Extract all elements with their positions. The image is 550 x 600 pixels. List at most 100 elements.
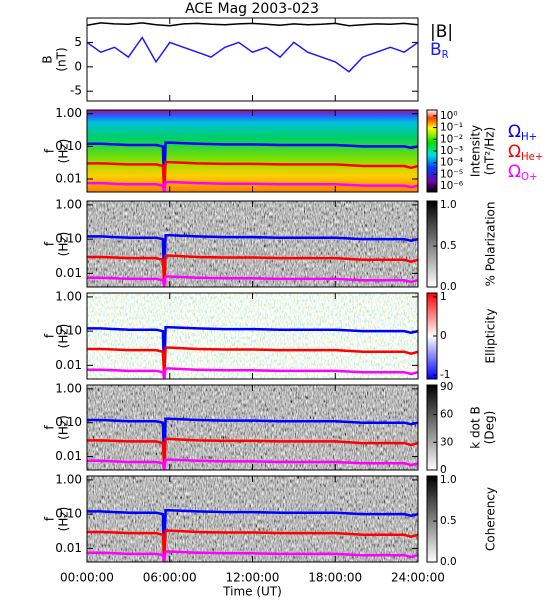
colorbar-tick-label: 0 (440, 330, 447, 342)
data-line (87, 417, 419, 467)
data-line (87, 508, 419, 559)
y-axis-label: (Hz) (57, 232, 71, 257)
colorbar-tick-label: 10⁻⁴ (440, 157, 463, 169)
colorbar-tick-label: 0.5 (440, 515, 457, 527)
y-tick-label: 0.01 (55, 358, 82, 372)
colorbar-label: Coherency (484, 487, 498, 551)
data-line (87, 233, 419, 284)
plot-frame (86, 384, 419, 471)
colorbar (426, 384, 438, 471)
legend-name: Ω (508, 122, 521, 142)
colorbar-tick-label: 10⁰ (440, 110, 458, 122)
plot-frame (86, 475, 419, 563)
colorbar-tick-label: 0 (440, 464, 447, 476)
x-tick-label: 00:00:00 (60, 571, 114, 585)
spectrogram-image (87, 110, 418, 192)
colorbar-tick-label: 0.0 (440, 556, 457, 568)
colorbar-tick-label: 10⁻⁵ (440, 168, 463, 180)
colorbar-tick-label: 1.0 (440, 199, 457, 211)
x-tick-label: 18:00:00 (308, 571, 362, 585)
colorbar-tick-label: 10⁻² (440, 133, 463, 145)
y-tick-label: 0.10 (55, 232, 82, 246)
y-tick-label: 0.10 (55, 415, 82, 429)
legend-subscript: O+ (521, 172, 538, 183)
y-axis-label: f (43, 241, 57, 246)
y-axis-label: f (43, 148, 57, 153)
colorbar-label: k dot B (469, 406, 483, 448)
spectrogram-image (87, 476, 418, 562)
legend-name: |B| (430, 22, 453, 42)
x-tick-label: 12:00:00 (226, 571, 280, 585)
data-line (87, 346, 419, 380)
colorbar-label: Ellipticity (484, 309, 498, 364)
colorbar-tick-label: 30 (440, 436, 453, 448)
colorbar-label: (nT²/Hz) (483, 127, 497, 175)
y-tick-label: 1.00 (55, 197, 82, 211)
y-tick-label: 0.10 (55, 139, 82, 153)
legend-entry: BR (430, 40, 449, 61)
legend-name: B (430, 40, 442, 60)
legend-name: Ω (508, 162, 521, 182)
legend-entry: ΩH+ (508, 122, 537, 143)
legend-subscript: He+ (521, 152, 543, 163)
plot-frame (86, 17, 419, 102)
y-tick-label: 1.00 (55, 381, 82, 395)
y-tick-label: 1.00 (55, 289, 82, 303)
y-axis-label: f (43, 425, 57, 430)
colorbar (426, 200, 438, 288)
spectrogram-image (87, 201, 418, 287)
data-line (87, 367, 419, 380)
colorbar-label: % Polarization (484, 202, 498, 287)
data-line (87, 437, 419, 471)
colorbar-tick-label: 10⁻¹ (440, 122, 463, 134)
colorbar-tick-label: 10⁻⁶ (440, 180, 463, 192)
y-tick-label: 1.00 (55, 106, 82, 120)
colorbar-tick-label: 90 (440, 381, 453, 393)
y-tick-label: 0.01 (55, 172, 82, 186)
spectrogram-image (87, 385, 418, 470)
data-line (87, 458, 419, 471)
y-tick-label: -5 (70, 84, 82, 98)
colorbar-tick-label: 0.0 (440, 281, 457, 293)
legend-entry: |B| (430, 22, 453, 42)
x-tick-label: 24:00:00 (391, 571, 445, 585)
y-tick-label: 1.00 (55, 472, 82, 486)
colorbar-tick-label: 60 (440, 409, 453, 421)
y-tick-label: 5 (74, 35, 82, 49)
colorbar-tick-label: 1.0 (440, 474, 457, 486)
legend-entry: ΩO+ (508, 162, 538, 183)
y-axis-label: (Hz) (57, 507, 71, 532)
data-line (87, 275, 419, 288)
y-axis-label: f (43, 333, 57, 338)
plot-frame (86, 200, 419, 288)
data-line (87, 160, 419, 193)
data-line (87, 325, 419, 376)
y-tick-label: 0.01 (55, 266, 82, 280)
colorbar-tick-label: 0.5 (440, 240, 457, 252)
y-axis-label: (Hz) (57, 415, 71, 440)
data-line (87, 529, 419, 563)
data-line (86, 22, 419, 27)
data-line (87, 141, 419, 189)
y-axis-label: (Hz) (57, 139, 71, 164)
y-tick-label: 0.10 (55, 324, 82, 338)
y-tick-label: 0.01 (55, 449, 82, 463)
data-line (87, 254, 419, 288)
legend-subscript: H+ (521, 132, 537, 143)
x-tick-label: 06:00:00 (143, 571, 197, 585)
data-line (87, 550, 419, 563)
y-axis-label: B (41, 55, 55, 63)
y-axis-label: (Hz) (57, 324, 71, 349)
y-tick-label: 0 (74, 59, 82, 73)
colorbar-tick-label: -1 (440, 369, 450, 381)
colorbar-tick-label: 10⁻³ (440, 145, 463, 157)
legend-entry: ΩHe+ (508, 142, 543, 163)
plot-frame (86, 109, 419, 193)
y-tick-label: 0.10 (55, 507, 82, 521)
colorbar (426, 475, 438, 563)
y-axis-label: f (43, 516, 57, 521)
colorbar-label: Intensity (469, 125, 483, 177)
plot-frame (86, 292, 419, 380)
colorbar-label: (Deg) (483, 411, 497, 445)
